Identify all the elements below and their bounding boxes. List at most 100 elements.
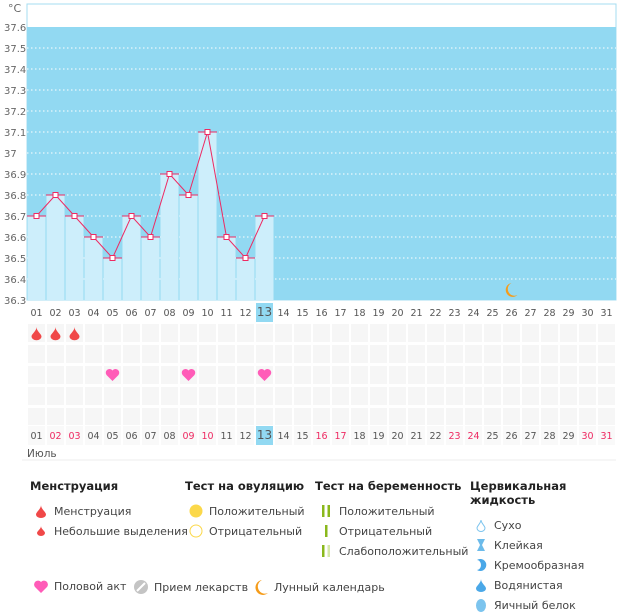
calendar-cell [199,324,216,342]
date-cell [560,426,577,445]
temperature-point [204,129,211,135]
calendar-cell [47,408,64,425]
y-tick-label: 37 [4,149,17,160]
x-tick-label: 20 [391,308,403,319]
calendar-cell [389,387,406,405]
calendar-cell [47,387,64,405]
calendar-cell [180,324,197,342]
calendar-cell [123,408,140,425]
calendar-cell [579,366,596,384]
x-tick-label: 14 [277,308,289,319]
date-label: 28 [543,431,555,442]
calendar-cell [541,324,558,342]
calendar-cell [28,387,45,405]
calendar-cell [351,324,368,342]
date-cell [123,426,140,445]
calendar-cell [389,366,406,384]
date-cell [313,426,330,445]
date-label: 26 [505,431,517,442]
calendar-cell [503,366,520,384]
calendar-cell [484,324,501,342]
calendar-cell [123,366,140,384]
faint-line-icon [315,545,337,557]
legend-label: Отрицательный [209,524,303,538]
calendar-cell [408,387,425,405]
calendar-cell [579,324,596,342]
calendar-cell [180,408,197,425]
temperature-bar [198,132,217,300]
calendar-cell [161,408,178,425]
date-label: 11 [220,431,232,442]
temperature-point [90,234,97,240]
calendar-cell [579,345,596,363]
calendar-cell [351,408,368,425]
calendar-cell [294,387,311,405]
temperature-point [185,192,192,198]
legend-title: Тест на овуляцию [185,479,305,493]
x-tick-label: 31 [600,308,612,319]
y-tick-label: 36.9 [4,170,26,181]
date-cell [598,426,615,445]
calendar-cell [294,324,311,342]
legend-menstruation: Менструация Менструация Небольшие выделе… [30,479,188,541]
temperature-bar [103,258,122,300]
calendar-cell [199,366,216,384]
temperature-bar [122,216,141,300]
legend-pregnancy: Тест на беременность Положительный Отриц… [315,479,468,561]
calendar-cell [275,387,292,405]
date-cell [332,426,349,445]
calendar-cell [123,387,140,405]
calendar-cell [446,345,463,363]
calendar-cell [389,408,406,425]
calendar-cell [161,345,178,363]
calendar-cell [351,366,368,384]
temperature-bar [46,195,65,300]
temperature-point [223,234,230,240]
calendar-cell [313,408,330,425]
calendar-cell [28,345,45,363]
temperature-point [261,213,268,219]
calendar-cell [237,324,254,342]
x-tick-label: 29 [562,308,574,319]
calendar-cell [389,345,406,363]
two-lines-icon [315,505,337,517]
temperature-point [33,213,40,219]
temperature-bar [179,195,198,300]
date-cell [142,426,159,445]
y-tick-label: 36.7 [4,212,26,223]
calendar-cell [199,408,216,425]
x-tick-label: 22 [429,308,441,319]
calendar-cell [275,324,292,342]
temperature-bar [255,216,274,300]
calendar-cell [313,366,330,384]
date-label: 20 [391,431,403,442]
x-tick-label: 03 [68,308,80,319]
x-tick-label: 12 [239,308,251,319]
calendar-cell [237,366,254,384]
calendar-cell [484,345,501,363]
calendar-cell [427,387,444,405]
legend-moon: Лунный календарь [250,580,385,595]
calendar-cell [389,324,406,342]
date-cell [389,426,406,445]
x-tick-label: 30 [581,308,593,319]
calendar-cell [408,324,425,342]
y-tick-label: 37.2 [4,107,26,118]
date-label: 13 [257,428,272,442]
circle-outline-icon [185,524,207,538]
intercourse-heart-icon [257,369,272,381]
menstruation-drop-icon [31,327,42,341]
heart-icon [30,580,52,593]
x-tick-label: 08 [163,308,175,319]
x-tick-label: 27 [524,308,536,319]
date-label: 25 [486,431,498,442]
drop-icon [30,504,52,518]
calendar-cell [408,366,425,384]
one-line-icon [315,525,337,537]
calendar-cell [123,324,140,342]
calendar-cell [218,324,235,342]
date-cell [446,426,463,445]
calendar-cell [560,387,577,405]
temperature-point [52,192,59,198]
calendar-cell [199,345,216,363]
